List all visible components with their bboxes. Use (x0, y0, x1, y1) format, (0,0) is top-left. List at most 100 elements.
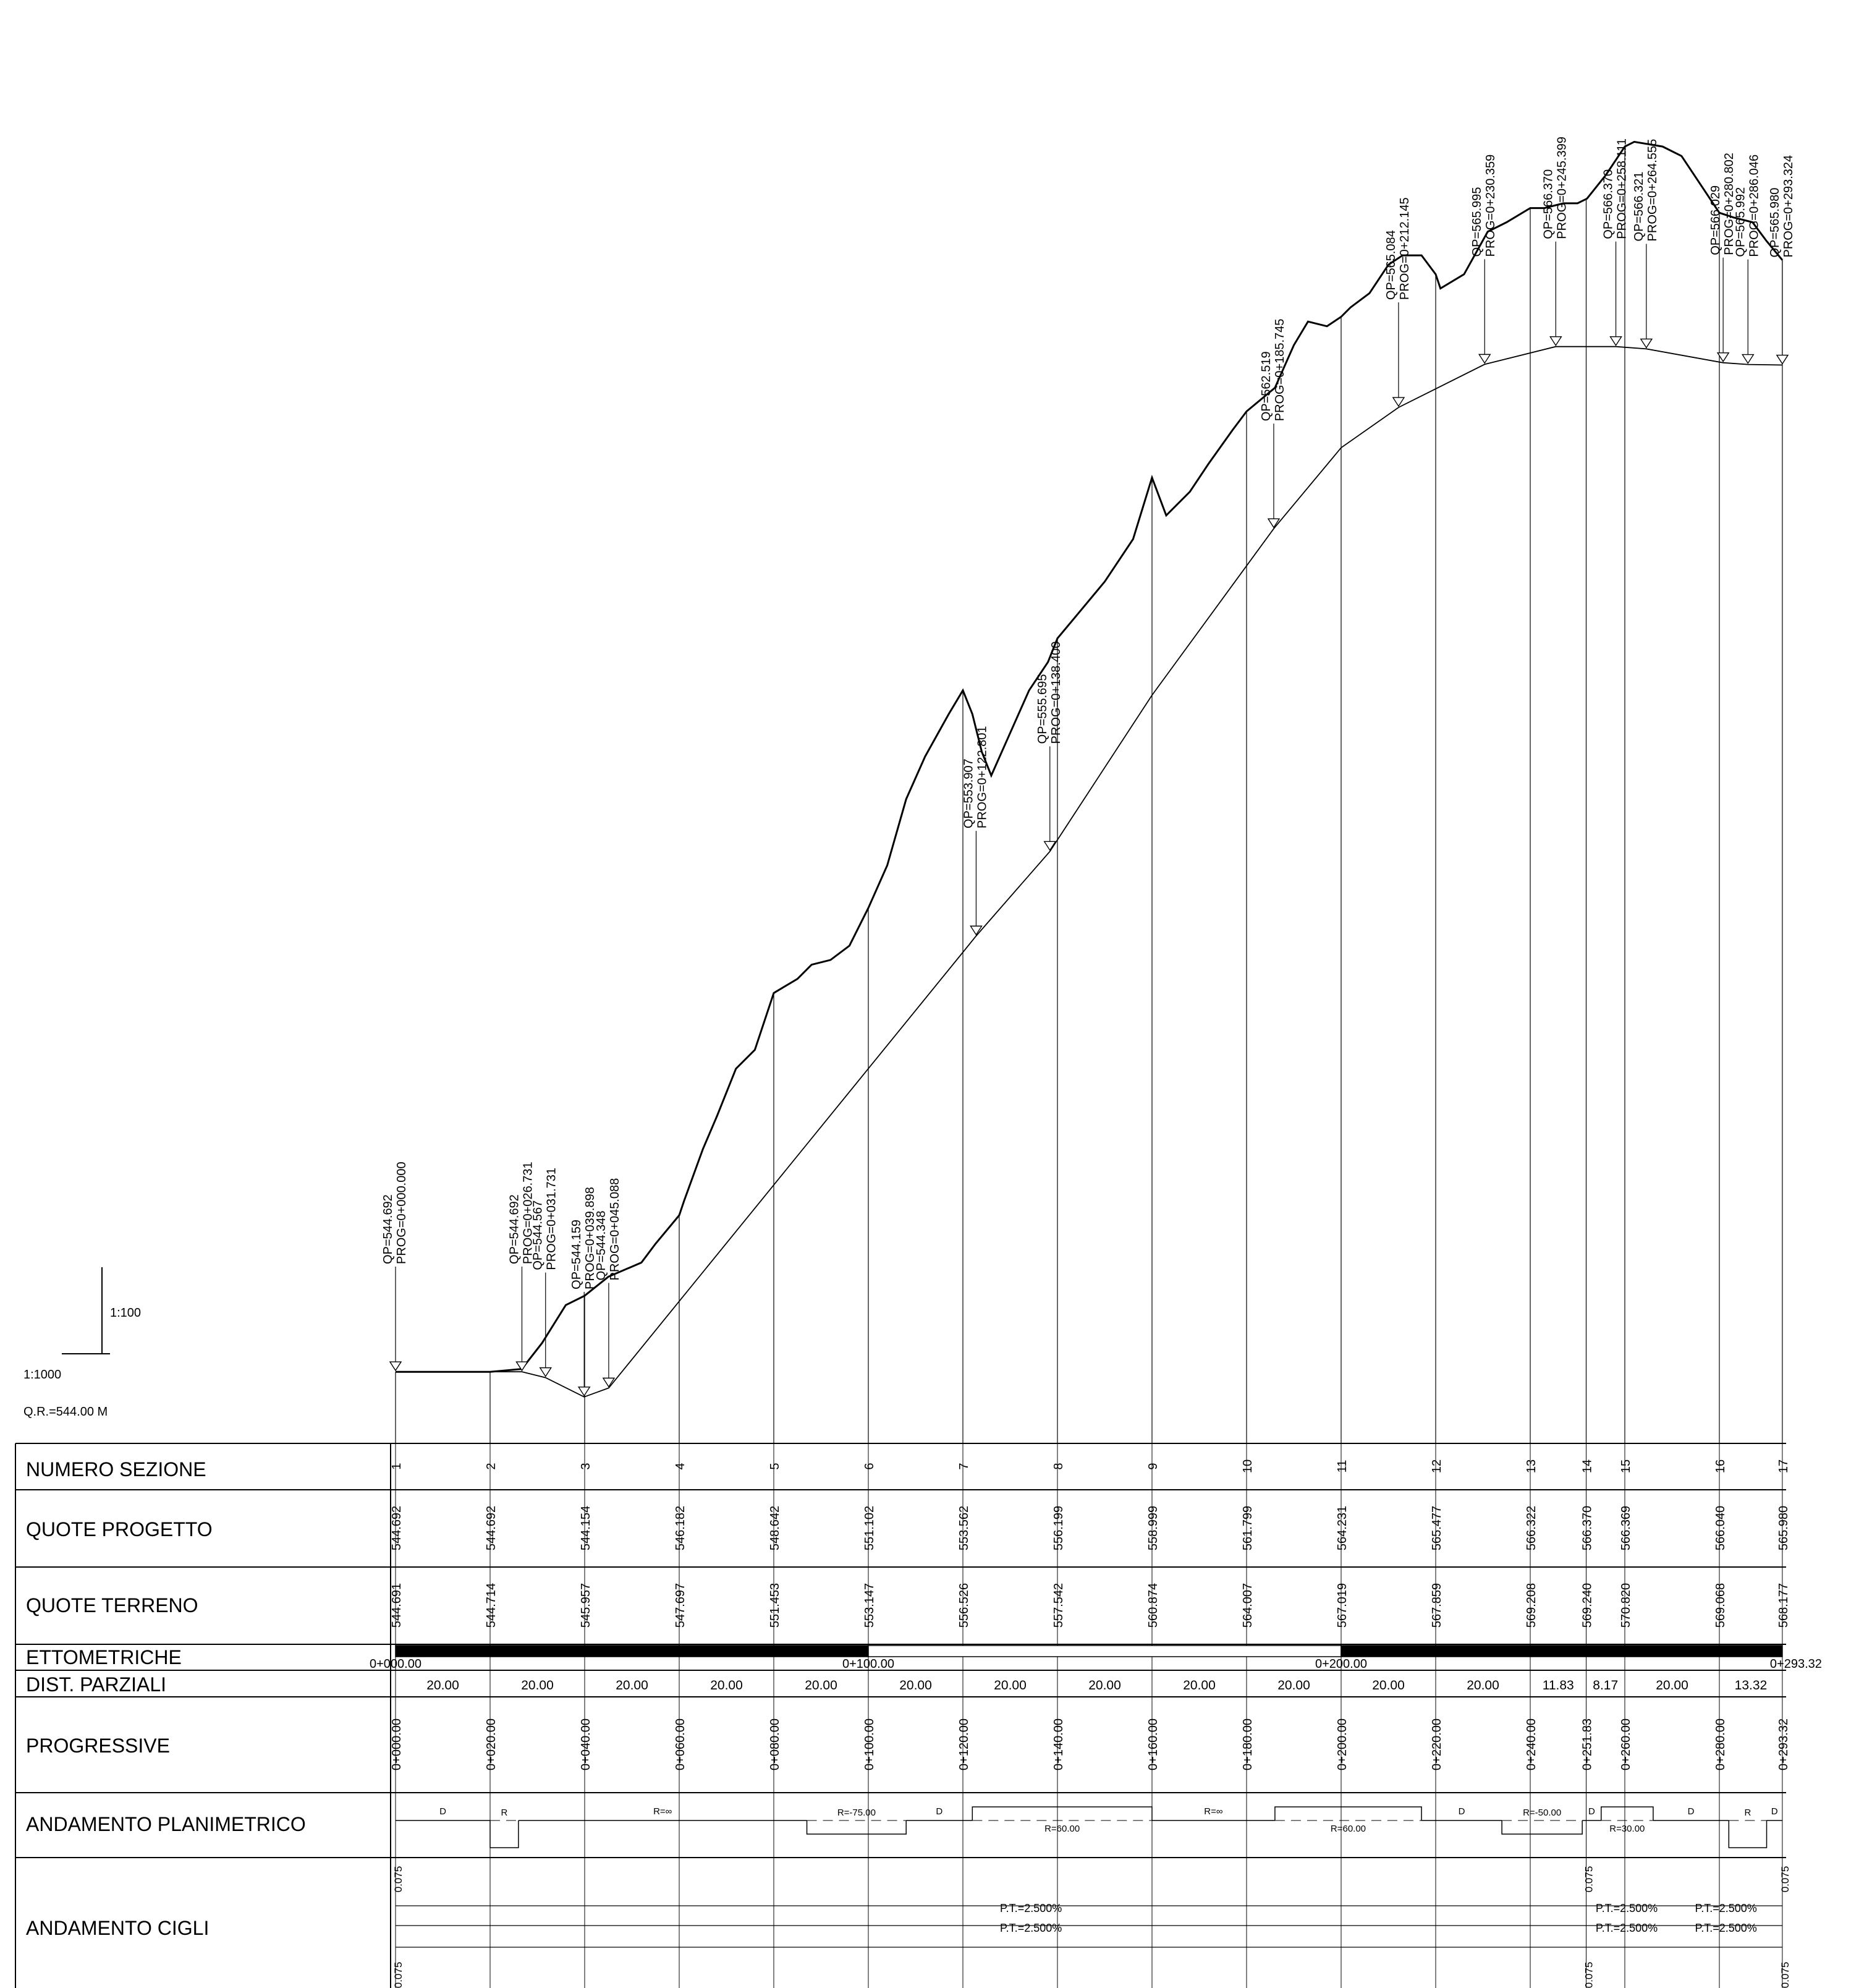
planimetrico-curve (806, 1820, 907, 1835)
vertex-qp-label: QP=544.692 (507, 1194, 521, 1264)
vertex-qp-label: QP=544.348 (595, 1211, 608, 1281)
quota-terreno-value: 544.691 (390, 1583, 404, 1628)
planimetrico-label: R=∞ (1204, 1806, 1223, 1817)
section-number: 12 (1430, 1459, 1444, 1473)
row-titles: NUMERO SEZIONE QUOTE PROGETTO QUOTE TERR… (26, 1458, 306, 1939)
dist-parziale-value: 20.00 (899, 1678, 932, 1693)
section-number: 4 (674, 1463, 687, 1469)
section-number: 6 (863, 1463, 876, 1469)
section-number: 15 (1619, 1459, 1633, 1473)
planimetrico-label: R=60.00 (1044, 1824, 1080, 1834)
vertex-prog-label: PROG=0+031.731 (545, 1168, 559, 1270)
ettometriche-segment (395, 1645, 869, 1657)
vertex-prog-label: PROG=0+286.046 (1747, 155, 1761, 257)
vertex-marker (1776, 354, 1789, 365)
progressive-value: 0+260.00 (1619, 1718, 1633, 1770)
quota-progetto-value: 544.692 (390, 1506, 404, 1550)
quota-terreno-value: 556.526 (957, 1583, 971, 1628)
section-number: 1 (390, 1463, 404, 1469)
vertex-prog-label: PROG=0+122.801 (975, 726, 989, 828)
section-number: 16 (1714, 1459, 1727, 1473)
vertex-prog-label: PROG=0+026.731 (521, 1162, 535, 1264)
vertex-qp-label: QP=566.370 (1602, 169, 1616, 239)
quota-progetto-value: 566.370 (1580, 1506, 1594, 1550)
vertex-prog-label: PROG=0+039.898 (583, 1187, 597, 1289)
progressive-value: 0+200.00 (1336, 1718, 1349, 1770)
quota-terreno-value: 569.068 (1714, 1583, 1727, 1628)
cigli-edge-value: 0.075 (1779, 1866, 1791, 1893)
planimetrico-curve (972, 1806, 1153, 1820)
dist-parziale-value: 11.83 (1543, 1678, 1574, 1693)
vertex-marker (1267, 518, 1281, 529)
dist-parziale-value: 8.17 (1593, 1678, 1618, 1693)
quota-terreno-value: 567.859 (1430, 1583, 1444, 1628)
vertex-labels: QP=544.692 PROG=0+000.000 QP=544.692 PROG=0… (381, 137, 1795, 1397)
section-lines (395, 147, 1783, 1988)
planimetrico-curve (1501, 1820, 1583, 1835)
vertex-marker (1609, 336, 1622, 346)
dist-parziale-value: 20.00 (994, 1678, 1027, 1693)
planimetrico-label: R=-50.00 (1523, 1807, 1561, 1818)
vertex-marker (577, 1387, 591, 1397)
vertex-qp-label: QP=565.995 (1470, 187, 1484, 257)
reference-level-label: Q.R.=544.00 M (23, 1405, 108, 1419)
dist-parziale-value: 20.00 (1183, 1678, 1216, 1693)
row-title-dist-parziali: DIST. PARZIALI (26, 1673, 166, 1696)
section-number: 7 (957, 1463, 971, 1469)
planimetrico-curve (489, 1820, 519, 1848)
vertex-prog-label: PROG=0+138.400 (1049, 642, 1063, 744)
planimetrico-label: D (936, 1806, 942, 1817)
quota-progetto-value: 564.231 (1336, 1506, 1349, 1550)
vertex-qp-label: QP=544.692 (381, 1194, 395, 1264)
quota-progetto-value: 565.980 (1777, 1506, 1790, 1550)
vertical-scale-label: 1:100 (110, 1306, 141, 1320)
planimetrico-label: D (439, 1806, 446, 1817)
quota-terreno-value: 545.957 (579, 1583, 593, 1628)
quota-progetto-value: 548.642 (768, 1506, 782, 1550)
quota-terreno-value: 567.019 (1336, 1583, 1349, 1628)
quota-progetto-value: 565.477 (1430, 1506, 1444, 1550)
profiles (396, 140, 1784, 1398)
quota-progetto-value: 544.692 (485, 1506, 498, 1550)
vertex-prog-label: PROG=0+045.088 (608, 1178, 622, 1281)
progressive-value: 0+280.00 (1714, 1718, 1727, 1770)
progressive-value: 0+240.00 (1525, 1718, 1538, 1770)
cigli-pt-label: P.T.=2.500% (1596, 1902, 1658, 1914)
quota-progetto-value: 566.322 (1525, 1506, 1538, 1550)
vertex-marker (1549, 336, 1562, 346)
quota-terreno-value: 551.453 (768, 1583, 782, 1628)
quota-progetto-value: 546.182 (674, 1506, 687, 1550)
vertex-marker (1392, 397, 1405, 407)
quota-terreno-value: 553.147 (863, 1583, 876, 1628)
vertex-qp-label: QP=565.980 (1768, 188, 1782, 258)
quota-progetto-value: 556.199 (1052, 1506, 1065, 1550)
progressive-value: 0+000.00 (390, 1718, 404, 1770)
vertex-prog-label: PROG=0+280.802 (1722, 153, 1736, 255)
vertex-marker (539, 1367, 553, 1377)
cigli-pt-label: P.T.=2.500% (1000, 1922, 1062, 1934)
row-title-numero-sezione: NUMERO SEZIONE (26, 1458, 206, 1480)
quota-terreno-value: 547.697 (674, 1583, 687, 1628)
planimetrico-label: R=-75.00 (837, 1807, 876, 1818)
planimetrico-label: D (1588, 1806, 1595, 1817)
cigli-edge-value: 0.075 (392, 1866, 404, 1893)
vertex-marker (1640, 338, 1653, 349)
vertex-prog-label: PROG=0+245.399 (1555, 137, 1569, 239)
dist-parziale-value: 20.00 (521, 1678, 554, 1693)
section-number: 3 (579, 1463, 593, 1469)
ettometriche-segment (868, 1645, 1342, 1657)
progressive-value: 0+040.00 (579, 1718, 593, 1770)
progressive-value: 0+080.00 (768, 1718, 782, 1770)
quota-progetto-value: 558.999 (1146, 1506, 1160, 1550)
row-title-andamento-cigli: ANDAMENTO CIGLI (26, 1917, 209, 1939)
dist-parziale-value: 20.00 (1656, 1678, 1688, 1693)
quota-terreno-value: 569.240 (1580, 1583, 1594, 1628)
dist-parziale-value: 20.00 (1088, 1678, 1121, 1693)
quota-progetto-value: 566.040 (1714, 1506, 1727, 1550)
progressive-value: 0+020.00 (485, 1718, 498, 1770)
vertex-qp-label: QP=555.695 (1036, 674, 1049, 744)
quota-progetto-value: 553.562 (957, 1506, 971, 1550)
planimetrico-label: D (1688, 1806, 1695, 1817)
ground-profile-line (396, 140, 1784, 1373)
